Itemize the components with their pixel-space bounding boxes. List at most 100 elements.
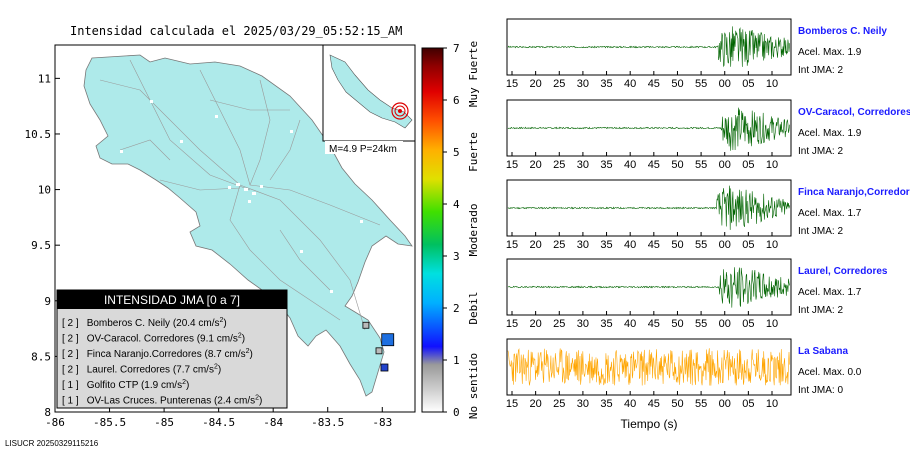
- waveform-x-tick-label: 20: [530, 159, 542, 171]
- waveform-x-tick-label: 25: [553, 239, 565, 251]
- waveform-x-tick-label: 00: [719, 78, 731, 90]
- station-name: La Sabana: [798, 346, 848, 357]
- legend-item-end: ): [259, 396, 262, 407]
- waveform-frame: [506, 338, 792, 396]
- waveform-x-tick-label: 30: [577, 398, 589, 410]
- legend-header: INTENSIDAD JMA [0 a 7]: [104, 293, 240, 307]
- waveform-x-tick-label: 30: [577, 78, 589, 90]
- waveform-x-tick-label: 30: [577, 318, 589, 330]
- waveform-x-tick-label: 15: [506, 398, 518, 410]
- map-x-tick-label: -84: [263, 416, 283, 429]
- legend-item-label: Finca Naranjo.Corredores (8.7 cm/s: [87, 349, 246, 360]
- map-x-tick-label: -83.5: [311, 416, 344, 429]
- waveform-x-tick-label: 00: [719, 239, 731, 251]
- waveform-x-tick-label: 35: [600, 398, 612, 410]
- waveform-x-tick-label: 05: [742, 159, 754, 171]
- colorbar-band-label: Muy Fuerte: [467, 41, 480, 107]
- waveform-x-tick-label: 45: [648, 318, 660, 330]
- colorbar-band-label: Moderado: [467, 204, 480, 257]
- footer-id: LISUCR 20250329115216: [5, 439, 99, 448]
- legend-item-label: Bomberos C. Neily (20.4 cm/s: [87, 318, 220, 329]
- accel-max: Acel. Max. 0.0: [798, 367, 862, 378]
- legend-item-sup: 2: [220, 317, 224, 324]
- waveform-x-tick-label: 05: [742, 78, 754, 90]
- inset-map: M=4.9 P=24km: [322, 44, 416, 155]
- legend-item-sup: 2: [246, 348, 250, 355]
- x-axis-label: Tiempo (s): [621, 417, 678, 431]
- waveform-x-tick-label: 40: [624, 318, 636, 330]
- waveform-x-tick-label: 10: [766, 159, 778, 171]
- colorbar-tick-label: 6: [453, 94, 460, 107]
- map-y-tick-label: 8.5: [31, 350, 51, 363]
- waveform-x-tick-label: 15: [506, 239, 518, 251]
- legend-item-end: ): [250, 349, 253, 360]
- colorbar-tick-label: 3: [453, 250, 460, 263]
- legend-item-label: Golfito CTP (1.9 cm/s: [87, 380, 182, 391]
- waveform-x-tick-label: 15: [506, 159, 518, 171]
- accel-max: Acel. Max. 1.9: [798, 47, 862, 58]
- waveform-x-tick-label: 00: [719, 159, 731, 171]
- legend-item: [ 1 ] Golfito CTP (1.9 cm/s2): [62, 379, 189, 391]
- waveform-x-tick-label: 55: [695, 78, 707, 90]
- map-x-tick-label: -86: [45, 416, 65, 429]
- waveform-trace: [507, 107, 790, 151]
- waveform-x-tick-label: 30: [577, 239, 589, 251]
- map-y-tick-label: 10.5: [25, 128, 52, 141]
- waveform-x-tick-label: 45: [648, 78, 660, 90]
- legend-item-level: [ 1 ]: [62, 380, 79, 391]
- waveform-x-tick-label: 10: [766, 318, 778, 330]
- map-x-tick-label: -83: [372, 416, 392, 429]
- colorbar-gradient: [421, 47, 444, 413]
- colorbar-tick-label: 1: [453, 354, 460, 367]
- waveform-x-tick-label: 25: [553, 318, 565, 330]
- colorbar-tick-label: 2: [453, 302, 460, 315]
- epicenter-ring-outer: [391, 102, 409, 120]
- station-marker: [362, 321, 370, 329]
- legend-item-sup: 2: [182, 379, 186, 386]
- map-y-tick-label: 10: [38, 184, 51, 197]
- waveform-panel: 15 20 25 30 35 40 45 50 55 00 05 10 La Sabana Acel. M…: [506, 338, 862, 410]
- legend-item: [ 1 ] OV-Las Cruces. Punterenas (2.4 cm/s…: [62, 395, 262, 407]
- legend-item-label: Laurel. Corredores (7.7 cm/s: [87, 365, 214, 376]
- station-markers: [362, 321, 395, 372]
- epicenter-icon: [398, 109, 402, 113]
- colorbar-band-label: No sentido: [467, 353, 480, 419]
- waveform-x-tick-label: 20: [530, 318, 542, 330]
- waveform-x-tick-label: 40: [624, 239, 636, 251]
- legend-item-sup: 2: [255, 395, 259, 402]
- map-y-tick-label: 9.5: [31, 239, 51, 252]
- waveform-x-tick-label: 05: [742, 398, 754, 410]
- waveform-x-tick-label: 25: [553, 159, 565, 171]
- waveform-x-tick-label: 20: [530, 78, 542, 90]
- waveform-x-tick-label: 10: [766, 78, 778, 90]
- waveform-panel: 15 20 25 30 35 40 45 50 55 00 05 10 Laurel, Corredor…: [506, 258, 888, 330]
- legend-item-end: ): [218, 365, 221, 376]
- legend-item-level: [ 2 ]: [62, 318, 79, 329]
- map-x-tick-label: -84.5: [202, 416, 235, 429]
- accel-max: Acel. Max. 1.7: [798, 287, 862, 298]
- colorbar-tick-label: 4: [453, 198, 460, 211]
- waveform-x-tick-label: 55: [695, 239, 707, 251]
- waveform-x-tick-label: 50: [671, 398, 683, 410]
- int-jma: Int JMA: 2: [798, 146, 843, 157]
- legend-item-end: ): [242, 334, 245, 345]
- colorbar: 0 1 2 3 4 5 6 7 No sentido Debil Moderado Fuerte Mu…: [421, 41, 480, 419]
- legend-item-level: [ 2 ]: [62, 365, 79, 376]
- waveform-x-tick-label: 35: [600, 78, 612, 90]
- int-jma: Int JMA: 0: [798, 385, 843, 396]
- station-marker: [381, 333, 395, 347]
- map-x-tick-label: -85.5: [93, 416, 126, 429]
- waveform-x-tick-label: 20: [530, 239, 542, 251]
- map-x-tick-label: -85: [154, 416, 174, 429]
- legend-item-label: OV-Las Cruces. Punterenas (2.4 cm/s: [87, 396, 255, 407]
- map-y-tick-label: 11: [38, 72, 51, 85]
- waveform-trace: [507, 185, 790, 230]
- waveform-x-tick-label: 25: [553, 398, 565, 410]
- colorbar-tick-label: 7: [453, 42, 460, 55]
- int-jma: Int JMA: 2: [798, 226, 843, 237]
- station-name: OV-Caracol, Corredores: [798, 107, 910, 118]
- legend-item-level: [ 2 ]: [62, 349, 79, 360]
- legend-item-sup: 2: [238, 333, 242, 340]
- waveform-x-tick-label: 30: [577, 159, 589, 171]
